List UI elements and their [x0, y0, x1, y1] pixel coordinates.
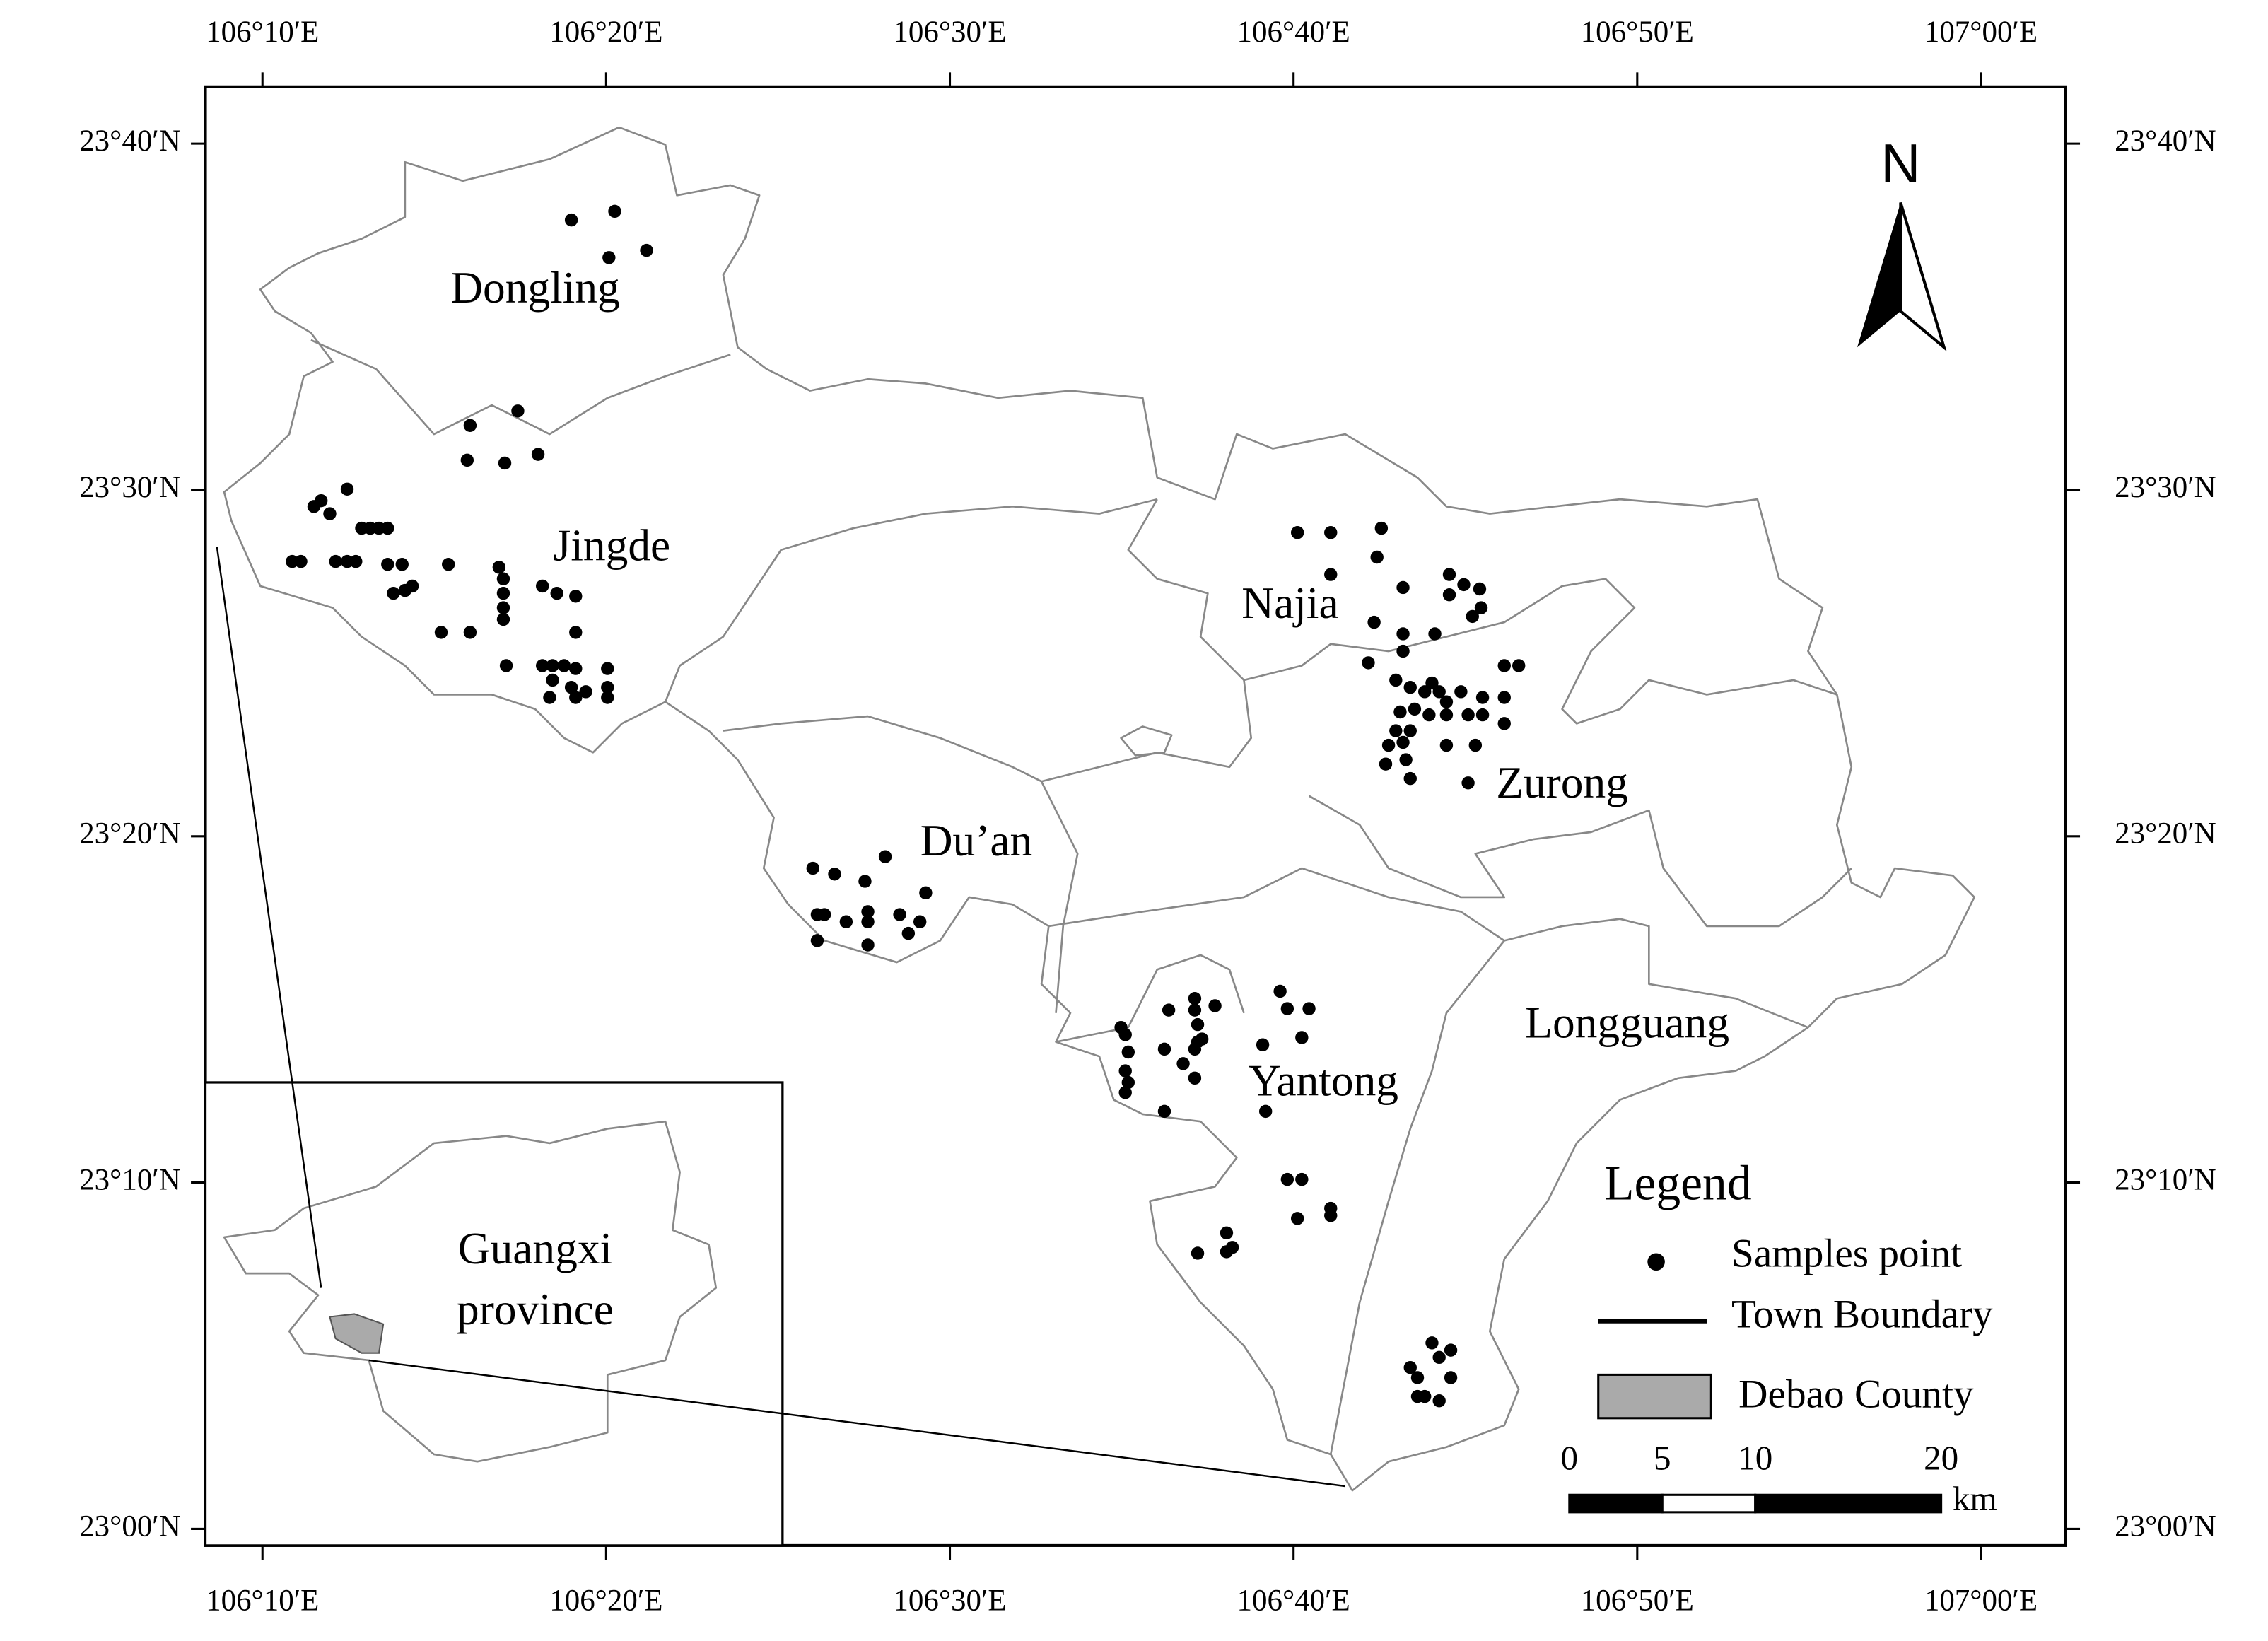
- sample-points: [286, 204, 1526, 1408]
- scale-label: 10: [1738, 1438, 1772, 1477]
- legend-title: Legend: [1604, 1156, 1752, 1210]
- x-tick-label: 106°50′E: [1581, 1584, 1694, 1618]
- legend-label: Samples point: [1731, 1232, 1962, 1276]
- x-tick-label: 106°30′E: [893, 16, 1006, 49]
- north-label: N: [1881, 134, 1920, 194]
- scale-unit: km: [1953, 1479, 1997, 1518]
- county-boundary: [223, 126, 1976, 1492]
- frame: [204, 85, 2067, 1547]
- y-tick-label: 23°40′N: [79, 124, 181, 158]
- x-tick-label: 107°00′E: [1924, 16, 2038, 49]
- legend-symbol: [1597, 1373, 1712, 1420]
- town-label: Du’an: [920, 815, 1032, 865]
- town-label: Yantong: [1249, 1056, 1398, 1106]
- guangxi-outline: [223, 1120, 718, 1463]
- scale-label: 0: [1561, 1438, 1579, 1477]
- town-label: Najia: [1241, 578, 1338, 628]
- town-label: Longguang: [1525, 998, 1729, 1048]
- debao-county: [329, 1313, 385, 1354]
- inset-label: Guangxi: [458, 1223, 612, 1273]
- x-tick-label: 106°20′E: [549, 16, 662, 49]
- y-tick-label: 23°30′N: [2115, 471, 2216, 504]
- legend-label: Town Boundary: [1731, 1292, 1993, 1337]
- town-label: Dongling: [450, 262, 620, 313]
- town-boundaries: [310, 339, 1852, 1455]
- y-tick-label: 23°10′N: [2115, 1163, 2216, 1196]
- y-tick-label: 23°20′N: [2115, 817, 2216, 851]
- scale-label: 5: [1654, 1438, 1671, 1477]
- x-tick-label: 106°10′E: [206, 16, 319, 49]
- legend-symbol: [1647, 1253, 1665, 1271]
- y-tick-label: 23°00′N: [2115, 1509, 2216, 1543]
- y-tick-label: 23°10′N: [79, 1163, 181, 1196]
- legend-label: Debao County: [1738, 1372, 1974, 1416]
- scale-segment: [1754, 1493, 1943, 1514]
- inset-label: province: [457, 1284, 614, 1334]
- y-tick-label: 23°20′N: [79, 817, 181, 851]
- town-label: Jingde: [554, 520, 671, 570]
- scale-segment: [1661, 1493, 1757, 1514]
- scale-segment: [1568, 1493, 1664, 1514]
- x-tick-label: 106°20′E: [549, 1584, 662, 1618]
- town-label: Zurong: [1496, 757, 1628, 807]
- y-tick-label: 23°00′N: [79, 1509, 181, 1543]
- scale-label: 20: [1924, 1438, 1958, 1477]
- y-tick-label: 23°40′N: [2115, 124, 2216, 158]
- y-tick-label: 23°30′N: [79, 471, 181, 504]
- x-tick-label: 106°10′E: [206, 1584, 319, 1618]
- x-tick-label: 106°30′E: [893, 1584, 1006, 1618]
- x-tick-label: 106°40′E: [1237, 1584, 1350, 1618]
- x-tick-label: 106°40′E: [1237, 16, 1350, 49]
- connector-lines: [216, 547, 1345, 1488]
- x-tick-label: 106°50′E: [1581, 16, 1694, 49]
- inset-frame: [204, 1081, 784, 1547]
- north-arrow-right: [1899, 202, 1947, 352]
- x-tick-label: 107°00′E: [1924, 1584, 2038, 1618]
